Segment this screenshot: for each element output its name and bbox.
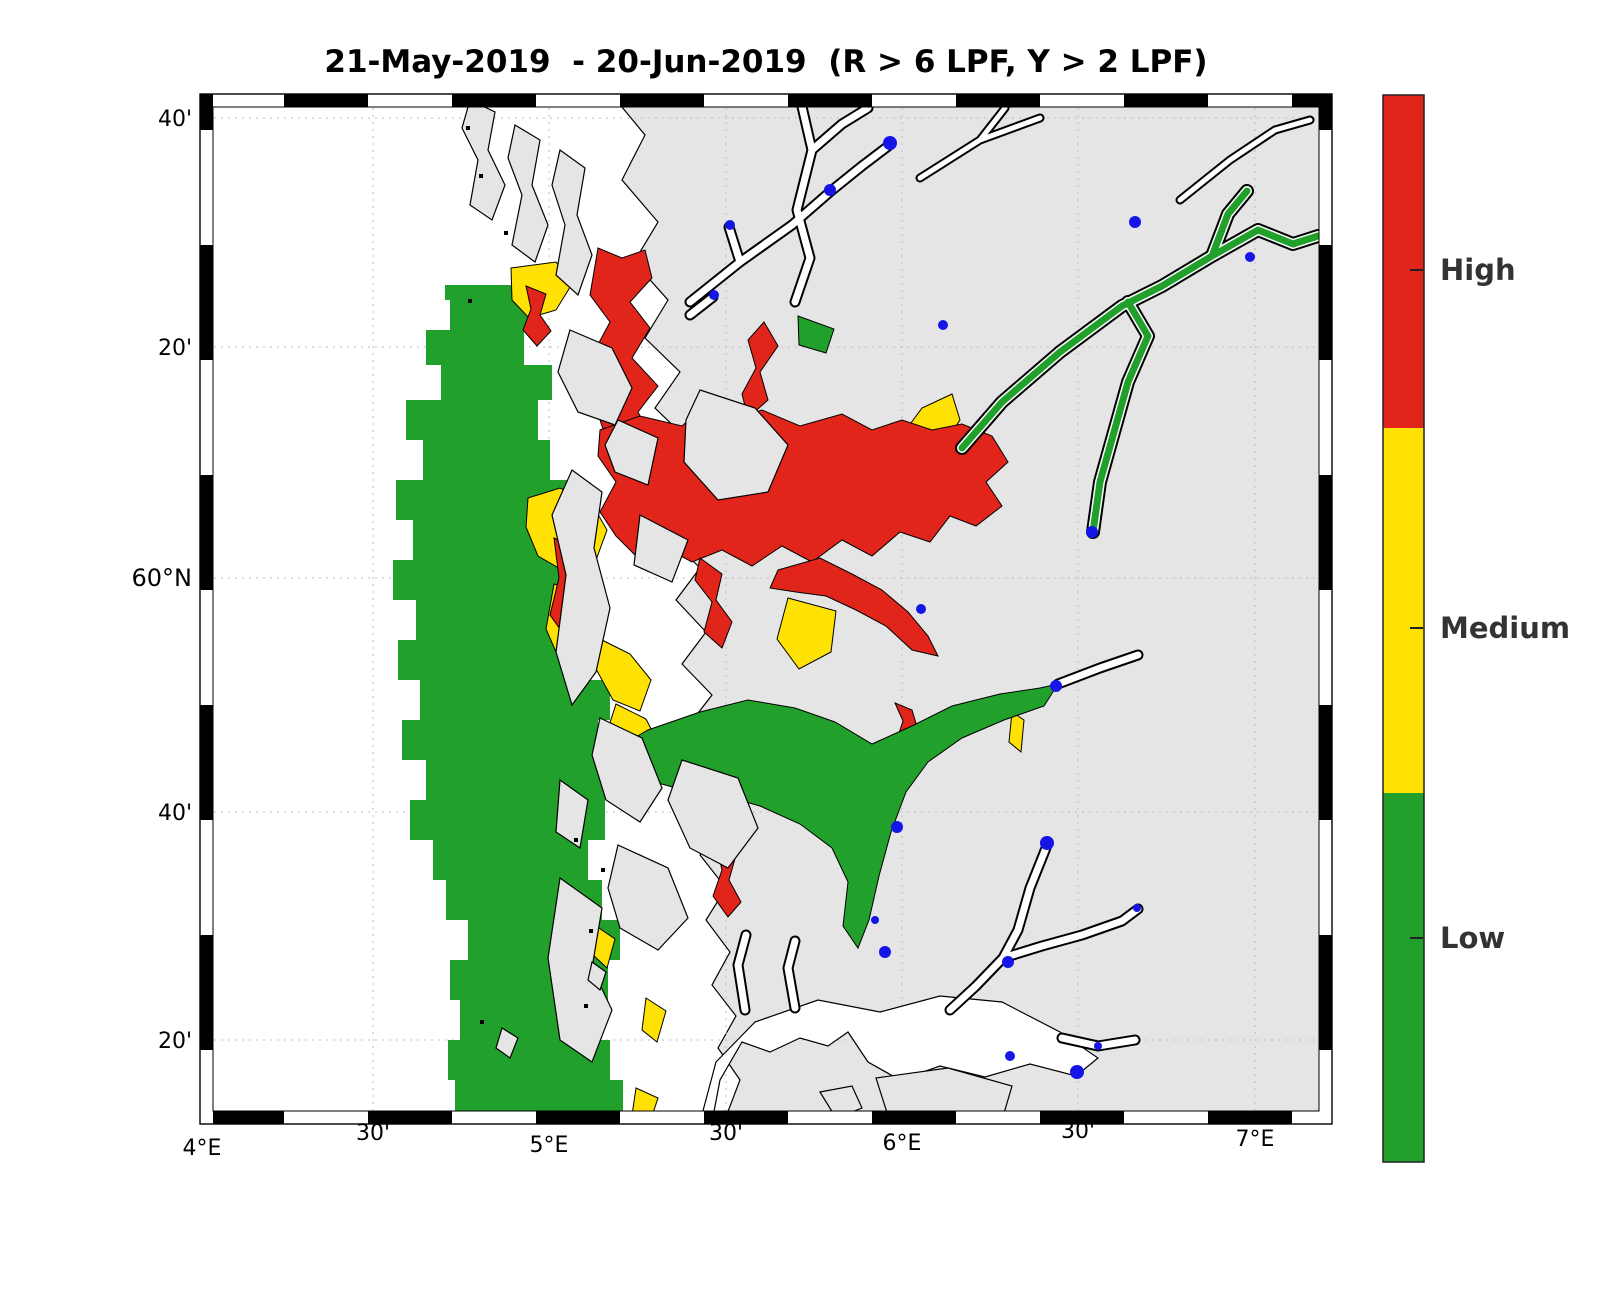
x-tick-label: 30' (356, 1121, 390, 1146)
skerry (574, 838, 578, 842)
colorbar-label-medium: Medium (1440, 611, 1570, 645)
island (507, 124, 549, 263)
white-sea-basin (699, 995, 1099, 1123)
fjord-water (917, 105, 1313, 203)
island (461, 99, 506, 221)
risk-zones-low-fjords (599, 315, 1060, 950)
y-tick-label: 20' (158, 336, 192, 361)
station-marker (891, 821, 903, 833)
station-marker (1129, 216, 1141, 228)
y-tick-label: 60°N (132, 564, 193, 592)
risk-zone-high (694, 557, 733, 649)
x-tick-label: 7°E (1236, 1127, 1275, 1152)
island (607, 844, 689, 951)
risk-zone-medium (776, 597, 837, 670)
frame-edge-left (200, 94, 213, 1124)
skerry (479, 174, 483, 178)
island (555, 778, 589, 850)
frame-edge-bottom (200, 1111, 1332, 1124)
station-marker (1005, 1051, 1015, 1061)
station-marker (1040, 836, 1054, 850)
skerries (466, 126, 605, 1024)
frame-outline-outer (199, 93, 1333, 1125)
x-tick-label: 5°E (530, 1133, 569, 1158)
island (604, 419, 659, 486)
risk-zone-high (741, 321, 779, 419)
skerry (601, 868, 605, 872)
station-marker (871, 916, 879, 924)
island (667, 759, 759, 869)
y-axis-labels: 40' 20' 60°N 40' 20' (132, 107, 193, 1054)
white-fjords-north (684, 94, 1315, 321)
sognefjord-channel (955, 184, 1325, 539)
island (495, 1027, 519, 1059)
skerry (584, 1004, 588, 1008)
station-marker (1070, 1065, 1084, 1079)
island (683, 389, 789, 501)
risk-zone-high (769, 557, 939, 657)
x-tick-label: 4°E (183, 1136, 222, 1161)
skerry (480, 1020, 484, 1024)
x-tick-label: 30' (1061, 1119, 1095, 1144)
colorbar-segment-medium (1383, 428, 1424, 793)
station-marker (1094, 1042, 1102, 1050)
skerry (504, 231, 508, 235)
station-marker (916, 604, 926, 614)
figure-title: 21-May-2019 - 20-Jun-2019 (R > 6 LPF, Y … (324, 44, 1208, 80)
island (547, 876, 613, 1063)
land-mainland (610, 94, 1332, 1123)
risk-zone-medium (1008, 711, 1025, 753)
station-marker (883, 136, 897, 150)
island (591, 717, 663, 823)
risk-zone-low (797, 315, 835, 354)
island (587, 960, 607, 992)
x-tick-label: 30' (709, 1121, 743, 1146)
risk-zone-medium (641, 997, 667, 1043)
station-marker (1086, 526, 1098, 538)
y-tick-label: 20' (158, 1029, 192, 1054)
skerry (589, 929, 593, 933)
colorbar-outline (1382, 94, 1425, 1163)
colorbar-label-low: Low (1440, 921, 1505, 955)
map-area (200, 94, 1332, 1124)
fjord-water (686, 94, 895, 319)
frame-edge-right (1319, 94, 1332, 1124)
risk-zone-low (599, 683, 1060, 950)
island (819, 1085, 863, 1119)
station-marker (709, 290, 719, 300)
colorbar: High Medium Low (1382, 94, 1570, 1163)
station-marker (1002, 956, 1014, 968)
fjord-low-risk-water (958, 187, 1322, 536)
station-marker (1050, 680, 1062, 692)
skerry (468, 299, 472, 303)
frame-edge-top (200, 94, 1332, 107)
station-marker (938, 320, 948, 330)
x-tick-label: 6°E (883, 1131, 922, 1156)
y-tick-label: 40' (158, 801, 192, 826)
station-marker (824, 184, 836, 196)
station-marker (1133, 904, 1141, 912)
skerry (466, 126, 470, 130)
islands (461, 99, 1013, 1123)
island (551, 148, 593, 297)
colorbar-segment-high (1383, 95, 1424, 428)
colorbar-segment-low (1383, 793, 1424, 1162)
island (551, 469, 611, 707)
frame-outline-inner (212, 106, 1320, 1112)
x-axis-labels: 4°E 30' 5°E 30' 6°E 30' 7°E (183, 1119, 1275, 1161)
y-tick-label: 40' (158, 107, 192, 132)
risk-zone-high (522, 285, 552, 347)
island (633, 514, 689, 583)
station-marker (879, 946, 891, 958)
fjord-water (734, 651, 1142, 1050)
station-marker (725, 220, 735, 230)
map-frame (199, 93, 1333, 1125)
white-fjords-south (732, 649, 1144, 1052)
colorbar-label-high: High (1440, 253, 1516, 287)
station-marker (1245, 252, 1255, 262)
